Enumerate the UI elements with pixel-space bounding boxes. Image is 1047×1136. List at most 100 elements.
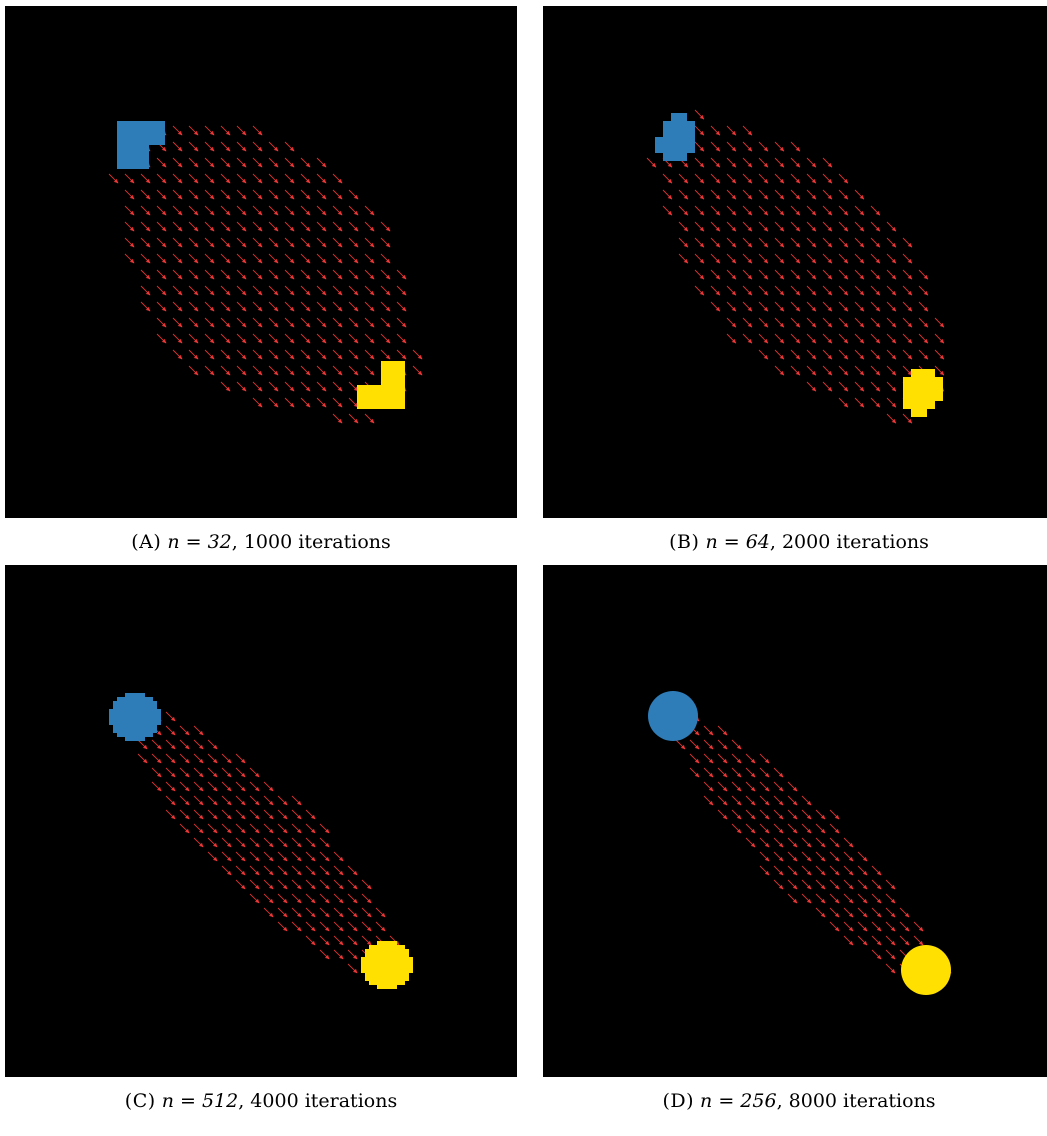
arrow-head bbox=[848, 912, 854, 918]
arrow-head bbox=[694, 744, 700, 750]
arrow-head bbox=[193, 338, 199, 344]
arrow-head bbox=[177, 274, 183, 280]
arrow-head bbox=[161, 194, 167, 200]
arrow-head bbox=[225, 178, 231, 184]
arrow-head bbox=[282, 828, 288, 834]
arrow-head bbox=[241, 146, 247, 152]
arrow-head bbox=[827, 322, 832, 328]
arrow-head bbox=[193, 322, 199, 328]
arrow-head bbox=[193, 194, 199, 200]
arrow-head bbox=[338, 912, 344, 918]
arrow-head bbox=[254, 870, 260, 876]
arrow-head bbox=[352, 940, 358, 946]
arrow-head bbox=[811, 274, 816, 280]
arrow-head bbox=[764, 828, 770, 834]
arrow-head bbox=[862, 940, 868, 946]
arrow-head bbox=[747, 210, 752, 216]
arrow-head bbox=[862, 912, 868, 918]
caption-n: n = 32 bbox=[167, 531, 232, 553]
arrow-head bbox=[338, 856, 344, 862]
arrow-field bbox=[646, 109, 945, 424]
arrow-head bbox=[731, 130, 736, 136]
arrow-head bbox=[353, 274, 359, 280]
arrow-head bbox=[337, 274, 343, 280]
arrow-head bbox=[241, 386, 247, 392]
arrow-head bbox=[353, 242, 359, 248]
arrow-head bbox=[875, 258, 880, 264]
arrow-head bbox=[891, 290, 896, 296]
arrow-head bbox=[353, 290, 359, 296]
arrow-head bbox=[337, 194, 343, 200]
arrow-head bbox=[834, 926, 840, 932]
plot-d bbox=[543, 565, 1047, 1077]
arrow-head bbox=[891, 338, 896, 344]
arrow-head bbox=[305, 322, 311, 328]
arrow-head bbox=[337, 418, 343, 424]
arrow-head bbox=[321, 194, 327, 200]
arrow-head bbox=[352, 926, 358, 932]
arrow-head bbox=[338, 940, 344, 946]
arrow-head bbox=[795, 226, 800, 232]
arrow-head bbox=[352, 912, 358, 918]
arrow-head bbox=[338, 884, 344, 890]
arrow-head bbox=[241, 242, 247, 248]
arrow-head bbox=[904, 926, 910, 932]
arrow-head bbox=[859, 306, 864, 312]
arrow-head bbox=[820, 898, 826, 904]
arrow-head bbox=[843, 370, 848, 376]
arrow-head bbox=[257, 146, 263, 152]
arrow-head bbox=[875, 338, 880, 344]
arrow-head bbox=[226, 856, 232, 862]
arrow-head bbox=[764, 856, 770, 862]
arrow-head bbox=[859, 258, 864, 264]
arrow-head bbox=[321, 338, 327, 344]
arrow-head bbox=[918, 926, 924, 932]
arrow-head bbox=[321, 290, 327, 296]
plot-a bbox=[5, 6, 517, 518]
arrow-head bbox=[254, 856, 260, 862]
arrow-head bbox=[212, 758, 218, 764]
arrow-head bbox=[907, 274, 912, 280]
arrow-head bbox=[736, 828, 742, 834]
arrow-head bbox=[337, 322, 343, 328]
arrow-head bbox=[193, 146, 199, 152]
arrow-head bbox=[875, 322, 880, 328]
arrow-head bbox=[750, 828, 756, 834]
arrow-head bbox=[198, 758, 204, 764]
arrow-head bbox=[369, 322, 375, 328]
arrow-head bbox=[305, 194, 311, 200]
arrow-head bbox=[683, 210, 688, 216]
arrow-head bbox=[209, 130, 215, 136]
arrow-head bbox=[289, 194, 295, 200]
arrow-head bbox=[257, 226, 263, 232]
arrow-head bbox=[310, 842, 316, 848]
target-blob bbox=[901, 945, 951, 995]
arrow-head bbox=[875, 290, 880, 296]
arrow-head bbox=[843, 354, 848, 360]
arrow-head bbox=[834, 870, 840, 876]
arrow-head bbox=[209, 194, 215, 200]
arrow-head bbox=[282, 814, 288, 820]
arrow-field bbox=[123, 711, 400, 988]
caption-n: n = 64 bbox=[705, 531, 770, 553]
arrow-head bbox=[282, 842, 288, 848]
arrow-head bbox=[310, 814, 316, 820]
arrow-head bbox=[193, 178, 199, 184]
caption-label: (B) bbox=[669, 531, 700, 553]
arrow-head bbox=[890, 940, 896, 946]
arrow-head bbox=[890, 926, 896, 932]
arrow-head bbox=[193, 226, 199, 232]
arrow-head bbox=[827, 226, 832, 232]
arrow-head bbox=[843, 322, 848, 328]
arrow-head bbox=[806, 856, 812, 862]
arrow-head bbox=[369, 226, 375, 232]
arrow-head bbox=[305, 210, 311, 216]
caption-n: n = 256 bbox=[700, 1090, 777, 1112]
arrow-head bbox=[385, 226, 391, 232]
arrow-head bbox=[241, 194, 247, 200]
arrow-head bbox=[834, 884, 840, 890]
arrow-head bbox=[257, 370, 263, 376]
arrow-head bbox=[273, 258, 279, 264]
arrow-head bbox=[747, 290, 752, 296]
arrow-head bbox=[177, 146, 183, 152]
